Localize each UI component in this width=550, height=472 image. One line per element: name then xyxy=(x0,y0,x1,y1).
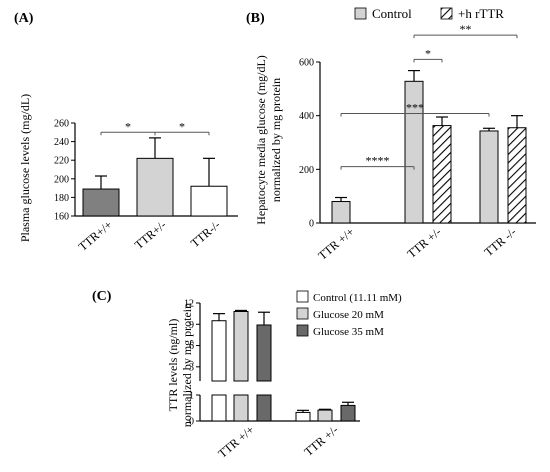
panel-b-sig-label: *** xyxy=(406,101,424,115)
panel-b-xtick-label: TTR -/- xyxy=(482,225,519,260)
panel-b-ytick-label: 600 xyxy=(299,58,314,69)
panel-b-bar xyxy=(479,130,499,224)
panel-a-plot: 160 180 200 220 240 260 TTR+/+ TTR+/- TTR-/- * * xyxy=(54,119,238,254)
panel-a-sig-label: * xyxy=(179,119,185,133)
panel-c-bar xyxy=(295,411,311,422)
panel-a-ytick-label: 180 xyxy=(54,193,69,204)
panel-b-bar xyxy=(331,201,351,224)
panel-a-sig-label: * xyxy=(125,119,131,133)
panel-a-xtick-label: TTR+/+ xyxy=(76,217,115,253)
panel-b-sig-label: ** xyxy=(460,22,472,36)
panel-a-xtick-label: TTR+/- xyxy=(132,218,169,252)
legend-swatch-hrttr xyxy=(440,7,453,20)
panel-a-bar xyxy=(136,157,174,217)
panel-c-bar-lower xyxy=(211,394,227,422)
legend-label-c-g20: Glucose 20 mM xyxy=(313,309,384,321)
panel-c-ytick-label: 6 xyxy=(189,341,194,352)
panel-b-legend: Control +h rTTR xyxy=(354,6,504,21)
panel-b-sig-label: * xyxy=(425,46,431,60)
panel-c-legend: Control (11.11 mM) Glucose 20 mM Glucose… xyxy=(296,290,402,338)
panel-c-ytick-label: 1 xyxy=(189,391,194,402)
panel-c-xtick-label: TTR +/- xyxy=(301,423,340,459)
legend-label-hrttr: +h rTTR xyxy=(458,6,504,21)
panel-c-label: (C) xyxy=(92,289,112,304)
panel-b-ylabel: Hepatocyte media glucose (mg/dL) xyxy=(254,55,268,225)
panel-a-label: (A) xyxy=(14,11,34,26)
panel-a-ylabel: Plasma glucose levels (mg/dL) xyxy=(18,94,32,242)
legend-swatch-c-control xyxy=(296,290,309,303)
panel-c-ytick-label: 3 xyxy=(189,362,194,373)
panel-c-ylabel: TTR levels (ng/ml) xyxy=(166,319,180,412)
legend-label-c-g35: Glucose 35 mM xyxy=(313,326,384,338)
panel-b-label: (B) xyxy=(246,11,265,26)
panel-c-ytick-label: 12 xyxy=(184,299,194,310)
panel-a-bar xyxy=(82,188,120,217)
panel-b-bar xyxy=(432,125,452,224)
legend-swatch-c-g20 xyxy=(296,307,309,320)
panel-a-ytick-label: 260 xyxy=(54,119,69,130)
panel-c-bar xyxy=(317,409,333,422)
panel-c-bar-lower xyxy=(233,394,249,422)
panel-a-ytick-label: 200 xyxy=(54,174,69,185)
panel-b-ytick-label: 400 xyxy=(299,111,314,122)
panel-a-bar xyxy=(190,185,228,217)
panel-a-xtick-label: TTR-/- xyxy=(188,218,223,251)
legend-label-control: Control xyxy=(372,6,412,21)
panel-c-bar-upper xyxy=(256,324,272,382)
panel-a-ytick-label: 240 xyxy=(54,137,69,148)
panel-b-sig-label: **** xyxy=(366,154,390,168)
panel-a-ytick-label: 160 xyxy=(54,212,69,223)
legend-label-c-control: Control (11.11 mM) xyxy=(313,292,402,304)
panel-c-ylabel2: normalized by mg protein xyxy=(180,303,194,427)
panel-b-xtick-label: TTR +/- xyxy=(404,225,443,261)
panel-b-ytick-label: 200 xyxy=(299,165,314,176)
panel-b-ytick-label: 0 xyxy=(309,219,314,230)
panel-c-bar-lower xyxy=(256,394,272,422)
panel-b-ylabel2: normalized by mg protein xyxy=(269,78,283,202)
panel-c-bar-upper xyxy=(211,320,227,382)
panel-c-plot: 3 6 9 12 0 1 TTR +/+ TTR +/- xyxy=(184,299,360,461)
panel-c-ytick-label: 0 xyxy=(189,417,194,428)
panel-b-xtick-label: TTR +/+ xyxy=(315,224,357,262)
panel-c-bar xyxy=(340,404,356,422)
legend-swatch-control xyxy=(354,7,367,20)
legend-swatch-c-g35 xyxy=(296,324,309,337)
panel-a-ytick-label: 220 xyxy=(54,156,69,167)
panel-c-xtick-label: TTR +/+ xyxy=(215,422,257,460)
panel-b-bar xyxy=(507,127,527,224)
panel-c-bar-upper xyxy=(233,311,249,382)
panel-c-ytick-label: 9 xyxy=(189,320,194,331)
